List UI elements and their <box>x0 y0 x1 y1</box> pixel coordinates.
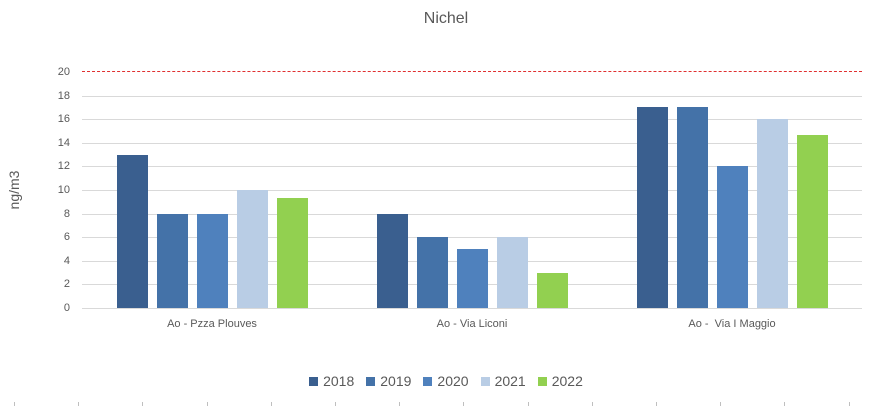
bottom-tick <box>591 402 593 406</box>
bar-2018-2 <box>636 107 668 308</box>
legend-label: 2022 <box>551 373 583 389</box>
bar-2021-0 <box>236 190 268 308</box>
legend-swatch-icon <box>480 376 490 386</box>
chart-title: Nichel <box>423 10 469 27</box>
y-tick-label: 12 <box>57 160 70 173</box>
bottom-ticks <box>0 402 892 406</box>
bar-2019-0 <box>156 213 188 308</box>
gridline <box>82 213 862 215</box>
limit-line <box>82 71 862 72</box>
legend-item-2021: 2021 <box>480 373 526 389</box>
x-category-label: Ao - Via I Maggio <box>688 318 776 330</box>
legend-swatch-icon <box>366 376 376 386</box>
legend-label: 2018 <box>323 373 355 389</box>
bar-2021-1 <box>496 237 528 308</box>
bar-2022-1 <box>536 272 568 308</box>
bottom-tick <box>656 402 657 406</box>
gridline <box>82 237 862 239</box>
bar-2019-1 <box>416 237 448 308</box>
y-axis-label: ng/m3 <box>6 170 22 210</box>
y-tick-label: 2 <box>63 278 70 291</box>
x-category-label: Ao - Via Liconi <box>436 318 508 330</box>
bottom-tick <box>720 402 722 406</box>
bottom-tick <box>527 402 529 406</box>
bottom-tick <box>14 402 15 406</box>
gridline <box>82 119 862 121</box>
gridline <box>82 308 862 309</box>
bottom-tick <box>463 402 465 406</box>
bar-2020-1 <box>456 249 488 308</box>
y-tick-label: 18 <box>57 89 70 102</box>
plot-area <box>82 72 862 309</box>
legend-swatch-icon <box>537 376 547 386</box>
bar-2021-2 <box>756 119 788 308</box>
y-tick-label: 4 <box>63 254 70 267</box>
gridline <box>82 142 862 144</box>
legend-item-2020: 2020 <box>423 373 469 389</box>
bar-2018-0 <box>116 154 148 308</box>
bottom-tick <box>270 402 272 406</box>
y-tick-label: 6 <box>63 231 70 244</box>
bottom-tick <box>206 402 208 406</box>
bottom-tick <box>399 402 401 406</box>
bottom-tick <box>784 402 786 406</box>
bottom-tick <box>848 402 850 406</box>
bar-2020-0 <box>196 213 228 308</box>
bar-2022-2 <box>796 134 828 308</box>
y-tick-label: 20 <box>57 66 70 78</box>
bottom-tick <box>335 402 336 406</box>
y-tick-label: 0 <box>63 302 70 314</box>
legend-item-2019: 2019 <box>366 373 411 389</box>
y-tick-label: 8 <box>63 207 70 220</box>
gridline <box>82 95 862 97</box>
bottom-tick <box>142 402 144 406</box>
y-tick-label: 14 <box>57 136 70 149</box>
legend-label: 2020 <box>437 373 469 389</box>
gridline <box>82 166 862 168</box>
legend-swatch-icon <box>309 376 319 386</box>
bar-2020-2 <box>716 166 748 308</box>
y-tick-label: 10 <box>57 184 70 196</box>
bar-2022-0 <box>276 198 308 308</box>
legend-label: 2019 <box>380 373 412 389</box>
bar-2019-2 <box>676 107 708 308</box>
y-tick-label: 16 <box>57 113 70 126</box>
gridline <box>82 190 862 191</box>
legend: 2018 2019 2020 2021 2022 <box>0 373 892 389</box>
x-category-label: Ao - Pzza Plouves <box>167 318 257 330</box>
legend-item-2022: 2022 <box>537 373 583 389</box>
bottom-tick <box>78 402 80 406</box>
legend-swatch-icon <box>423 376 433 386</box>
legend-label: 2021 <box>494 373 526 389</box>
legend-item-2018: 2018 <box>309 373 354 389</box>
bar-2018-1 <box>376 213 408 308</box>
